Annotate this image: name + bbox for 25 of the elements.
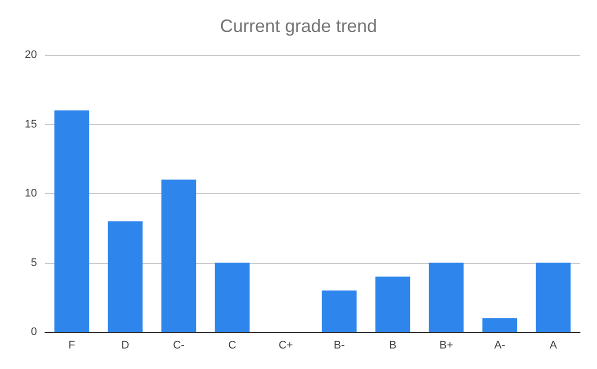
x-tick-label: C xyxy=(228,340,236,352)
bar xyxy=(108,221,143,332)
x-tick-label: A- xyxy=(494,340,506,352)
x-tick-label: B- xyxy=(334,340,346,352)
y-tick-label: 5 xyxy=(30,256,37,269)
bar xyxy=(375,276,410,332)
y-tick-label: 20 xyxy=(24,49,37,61)
x-tick-label: F xyxy=(68,340,76,352)
bar xyxy=(536,262,571,332)
bar xyxy=(214,262,250,332)
bar xyxy=(54,110,90,332)
bar xyxy=(482,318,518,332)
bar xyxy=(322,290,357,332)
x-tick-label: B xyxy=(389,340,396,352)
y-tick-label: 15 xyxy=(24,118,37,130)
y-tick-label: 10 xyxy=(24,188,37,200)
chart-title: Current grade trend xyxy=(220,16,378,36)
x-tick-label: D xyxy=(121,340,130,352)
y-tick-label: 0 xyxy=(30,326,37,338)
bar xyxy=(428,262,464,332)
x-tick-label: C- xyxy=(172,340,185,352)
bar xyxy=(161,180,196,332)
x-tick-label: B+ xyxy=(439,340,454,352)
x-tick-label: C+ xyxy=(278,340,293,352)
x-tick-label: A xyxy=(550,340,558,352)
